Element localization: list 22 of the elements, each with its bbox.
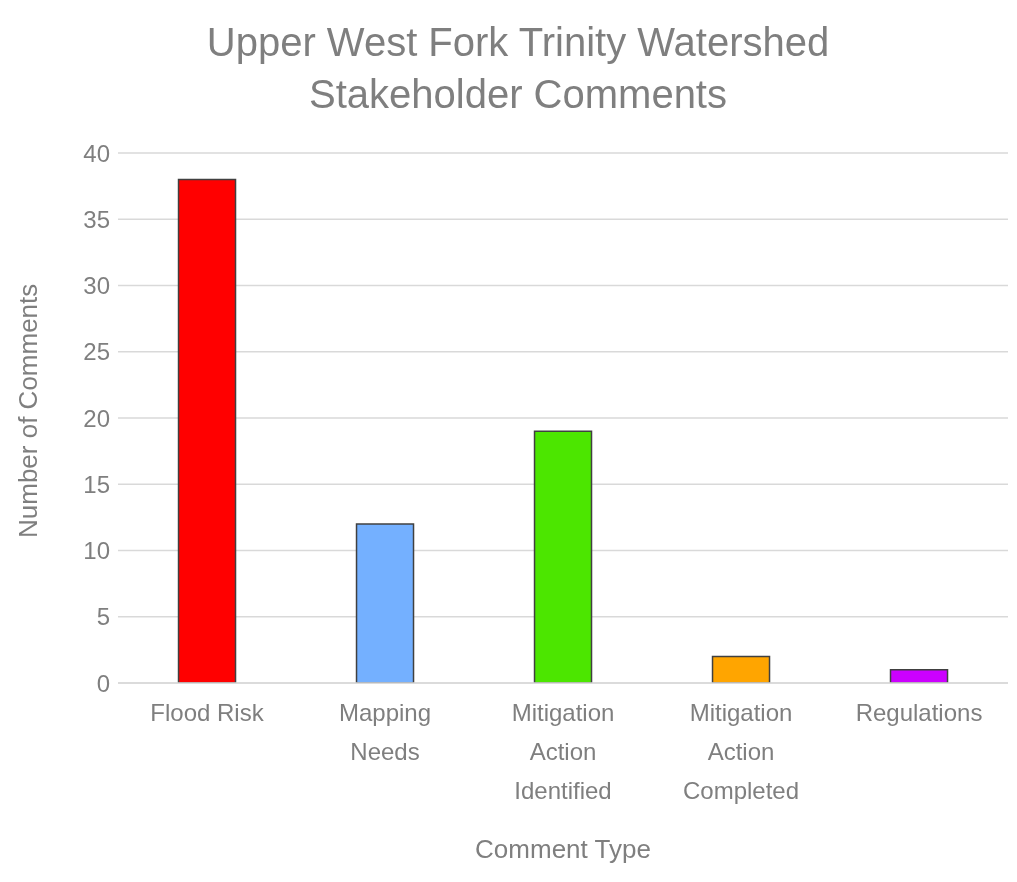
bar [889,669,949,683]
x-tick-label: Mitigation Action Identified [511,699,615,804]
chart-title: Upper West Fork Trinity Watershed Stakeholder Comments [205,19,831,118]
y-axis-title: Number of Comments [13,283,44,538]
y-tick-label: 35 [83,205,110,233]
x-tick-label: Mapping Needs [338,699,432,765]
y-tick-label: 15 [83,470,110,498]
bar [355,523,415,683]
y-tick-label: 10 [83,537,110,565]
bar [177,178,237,683]
y-tick-label: 30 [83,272,110,300]
x-tick-label: Flood Risk [150,699,265,726]
x-axis-title: Comment Type [475,834,651,864]
bar [533,430,593,683]
bar [711,655,771,683]
y-tick-label: 5 [96,603,110,631]
y-tick-label: 0 [96,669,110,697]
x-tick-label: Regulations [855,699,983,726]
x-tick-label: Mitigation Action Completed [682,699,800,804]
y-tick-label: 20 [83,404,110,432]
y-tick-label: 40 [83,139,110,167]
y-tick-label: 25 [83,338,110,366]
